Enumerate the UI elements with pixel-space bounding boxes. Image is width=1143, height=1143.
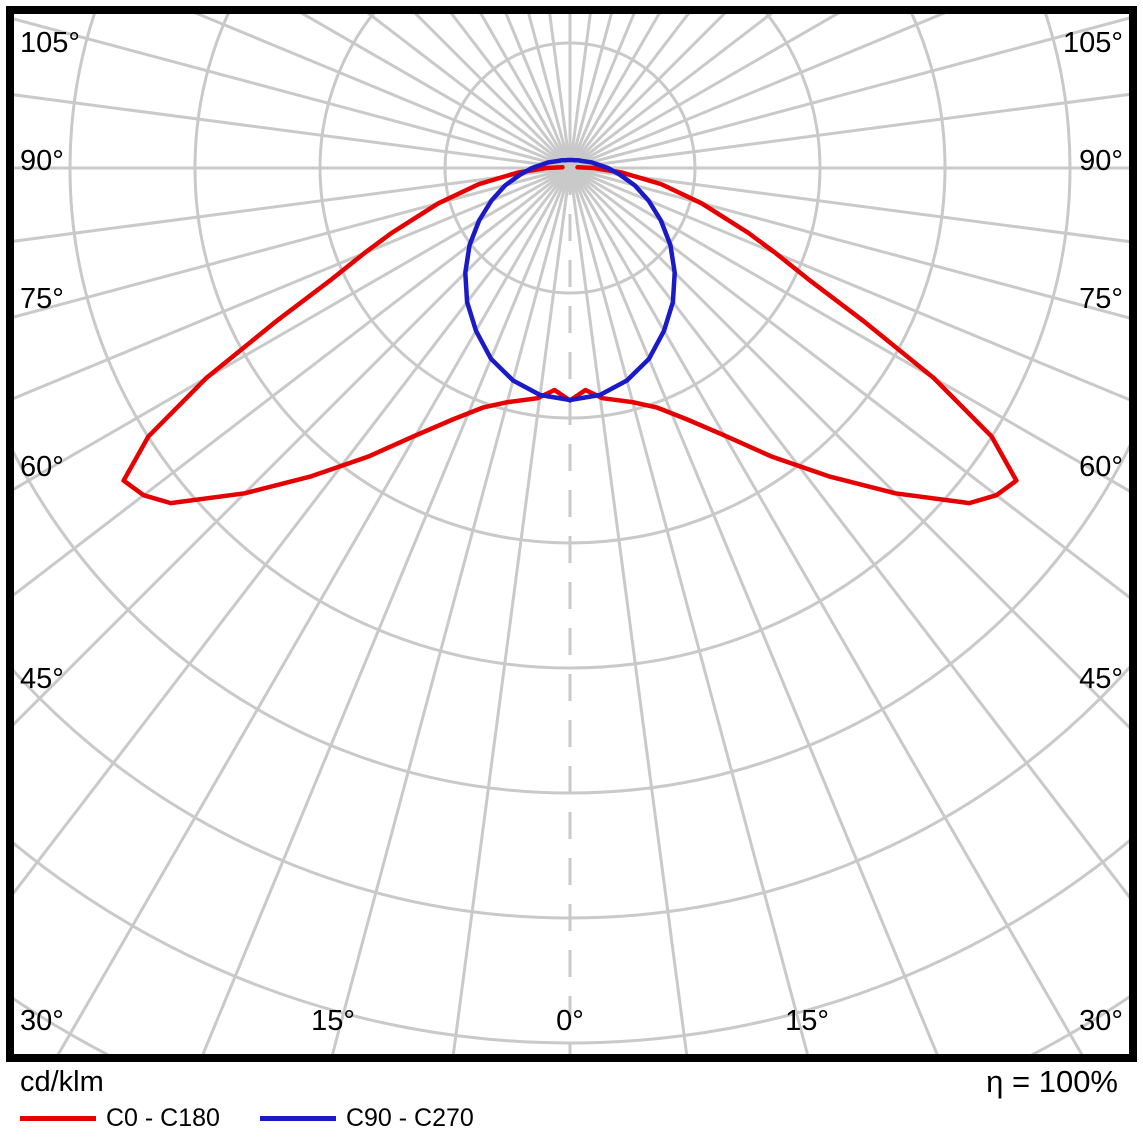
- angle-label-left-60: 60°: [20, 451, 64, 483]
- unit-label: cd/klm: [20, 1066, 104, 1098]
- angle-label-right-90: 90°: [1079, 145, 1123, 177]
- angle-label-right-75: 75°: [1079, 283, 1123, 315]
- angle-label-bottom-15l: 15°: [311, 1005, 355, 1037]
- polar-grid-and-curves: [14, 14, 1129, 1054]
- angle-label-left-45: 45°: [20, 663, 64, 695]
- legend-label-c90-c270: C90 - C270: [345, 1104, 474, 1132]
- angle-label-left-75: 75°: [20, 283, 64, 315]
- angle-label-bottom-0: 0°: [556, 1005, 584, 1037]
- plot-area: 105° 90° 75° 60° 45° 30° 105° 90° 75° 60…: [6, 6, 1137, 1062]
- legend-label-c0-c180: C0 - C180: [106, 1104, 220, 1132]
- grid-rings: [14, 14, 1129, 1054]
- angle-label-right-30: 30°: [1079, 1005, 1123, 1037]
- legend-swatch-c0-c180: [20, 1116, 96, 1121]
- angle-label-left-30: 30°: [20, 1005, 64, 1037]
- grid-radial-lines: [14, 14, 1129, 1054]
- angle-label-left-105: 105°: [20, 27, 80, 59]
- angle-label-right-45: 45°: [1079, 663, 1123, 695]
- efficiency-label: η = 100%: [986, 1064, 1118, 1099]
- curve-c90-c270: [463, 157, 677, 403]
- angle-label-bottom-15r: 15°: [785, 1005, 829, 1037]
- legend-swatch-c90-c270: [259, 1116, 336, 1121]
- angle-label-left-90: 90°: [20, 145, 64, 177]
- legend: C0 - C180 C90 - C270: [20, 1104, 514, 1133]
- angle-label-right-60: 60°: [1079, 451, 1123, 483]
- angle-label-right-105: 105°: [1063, 27, 1123, 59]
